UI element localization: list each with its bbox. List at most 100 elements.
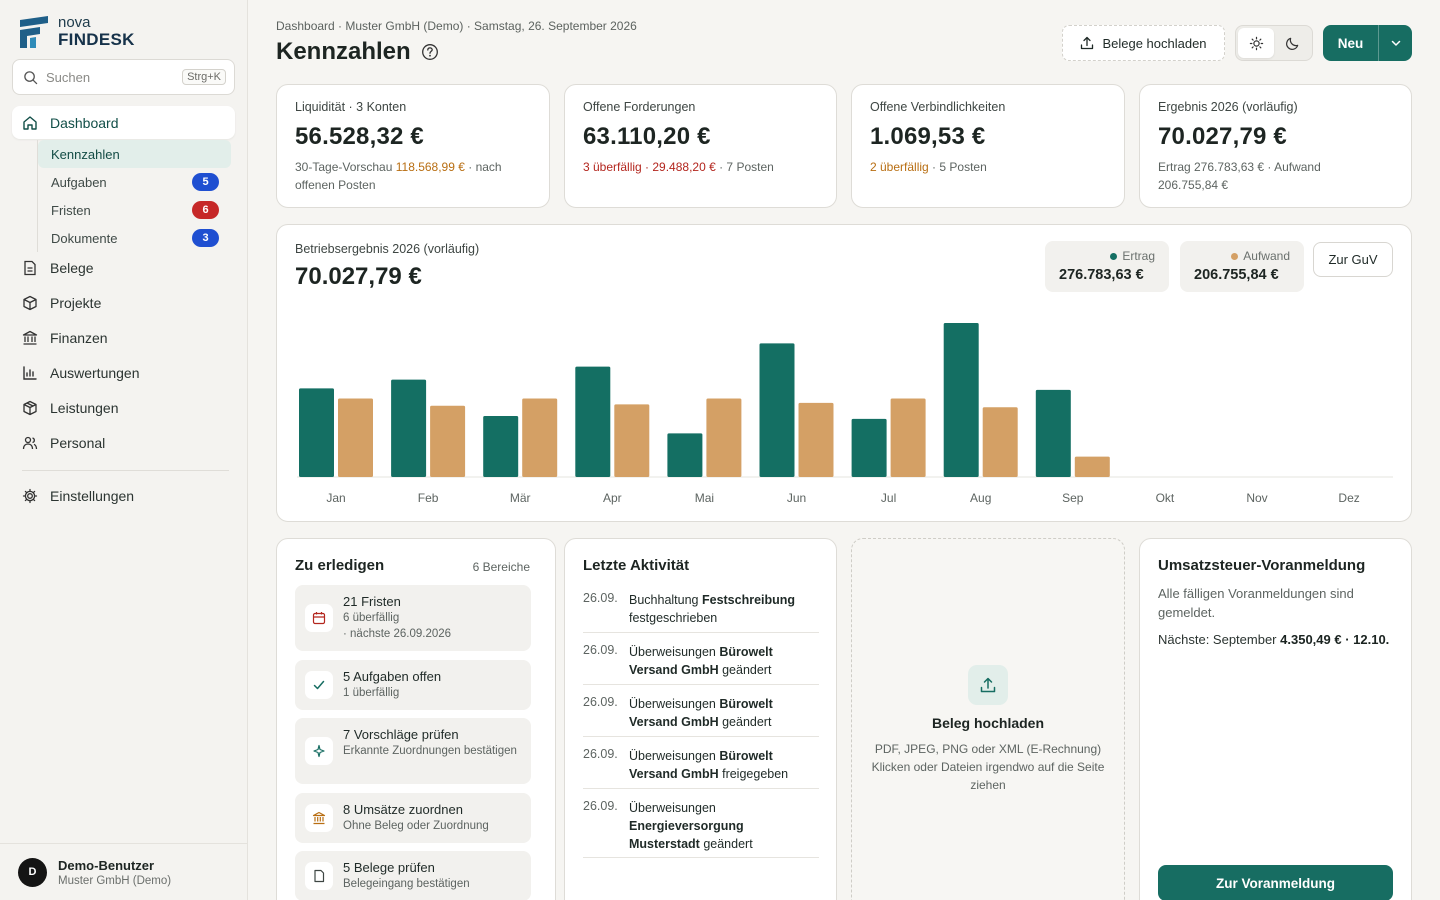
bar-expense-sep[interactable] <box>1074 456 1110 477</box>
legend-dot <box>1231 252 1239 260</box>
sparkles-icon <box>313 744 325 758</box>
todo-icon-wrap <box>305 862 333 890</box>
bar-income-jun[interactable] <box>759 343 795 477</box>
search-shortcut-hint: Strg+K <box>182 69 226 85</box>
bar-income-jan[interactable] <box>299 388 334 477</box>
todo-item-title: 8 Umsätze zuordnen <box>343 802 463 817</box>
legend-expense-label: Aufwand <box>1231 249 1290 263</box>
activity-row[interactable]: 26.09. Überweisungen Energieversorgung M… <box>583 799 819 858</box>
bar-expense-jan[interactable] <box>338 398 373 477</box>
activity-row[interactable]: 26.09. Buchhaltung Festschreibung festge… <box>583 591 819 633</box>
legend-expense: Aufwand 206.755,84 € <box>1180 241 1304 292</box>
activity-row[interactable]: 26.09. Überweisungen Bürowelt Versand Gm… <box>583 695 819 737</box>
subnav-item-label: Fristen <box>51 202 91 218</box>
bar-expense-jun[interactable] <box>798 402 834 477</box>
activity-area: Überweisungen <box>629 645 720 659</box>
brand-logo[interactable]: nova FINDESK <box>18 14 135 48</box>
bar-income-feb[interactable] <box>391 379 427 477</box>
dashboard-subnav: Kennzahlen Aufgaben 5 Fristen 6 Dokument… <box>37 140 231 252</box>
guv-button[interactable]: Zur GuV <box>1313 242 1393 277</box>
sidebar-item-dashboard[interactable]: Dashboard <box>12 106 235 139</box>
kpi-sub-text: · 5 Posten <box>928 160 987 174</box>
kpi-card-verbindlichkeiten[interactable]: Offene Verbindlichkeiten 1.069,53 € 2 üb… <box>851 84 1125 208</box>
sidebar-item-auswertungen[interactable]: Auswertungen <box>12 357 235 389</box>
kpi-label: Liquidität · 3 Konten <box>295 100 407 114</box>
todo-icon-wrap <box>305 671 333 699</box>
bar-expense-jul[interactable] <box>890 398 926 477</box>
todo-item-fristen[interactable]: 21 Fristen 6 überfällig · nächste 26.09.… <box>295 585 531 651</box>
new-button[interactable]: Neu <box>1337 35 1364 51</box>
sidebar-item-personal[interactable]: Personal <box>12 427 235 459</box>
search-box[interactable]: Strg+K <box>12 59 235 95</box>
bar-income-jul[interactable] <box>851 418 887 477</box>
legend-income-label: Ertrag <box>1110 249 1155 263</box>
bar-income-sep[interactable] <box>1035 389 1071 477</box>
subnav-item-dokumente[interactable]: Dokumente 3 <box>38 224 231 252</box>
activity-row[interactable]: 26.09. Überweisungen Bürowelt Versand Gm… <box>583 643 819 685</box>
bar-expense-aug[interactable] <box>982 407 1018 477</box>
logo-line-1: nova <box>58 13 91 31</box>
kpi-label: Offene Verbindlichkeiten <box>870 100 1006 114</box>
bar-income-mai[interactable] <box>667 433 703 477</box>
activity-date: 26.09. <box>583 643 618 657</box>
bar-income-mär[interactable] <box>483 415 519 477</box>
light-mode-button[interactable] <box>1238 28 1274 58</box>
dark-mode-button[interactable] <box>1274 28 1310 58</box>
user-company: Muster GmbH (Demo) <box>58 874 172 887</box>
bar-income-apr[interactable] <box>575 366 611 477</box>
todo-item-sub: 1 überfällig <box>343 687 400 699</box>
subnav-item-kennzahlen[interactable]: Kennzahlen <box>38 140 231 168</box>
moon-icon <box>1285 37 1298 50</box>
sidebar-item-projekte[interactable]: Projekte <box>12 287 235 319</box>
user-menu[interactable]: D Demo-Benutzer Muster GmbH (Demo) <box>0 843 248 900</box>
todo-item-title: 21 Fristen <box>343 594 401 609</box>
vat-return-button[interactable]: Zur Voranmeldung <box>1158 865 1393 900</box>
sidebar-item-leistungen[interactable]: Leistungen <box>12 392 235 424</box>
count-badge: 5 <box>192 173 219 191</box>
vat-status-text: Alle fälligen Voranmeldungen sind gemeld… <box>1158 586 1354 620</box>
avatar: D <box>18 857 47 887</box>
kpi-card-ergebnis[interactable]: Ergebnis 2026 (vorläufig) 70.027,79 € Er… <box>1139 84 1412 208</box>
todo-item-sub: Ohne Beleg oder Zuordnung <box>343 820 489 832</box>
todo-item-belege[interactable]: 5 Belege prüfen Belegeingang bestätigen <box>295 851 531 900</box>
bar-expense-feb[interactable] <box>430 405 466 477</box>
subnav-item-fristen[interactable]: Fristen 6 <box>38 196 231 224</box>
todo-item-vorschlaege[interactable]: 7 Vorschläge prüfen Erkannte Zuordnungen… <box>295 718 531 784</box>
todo-item-umsaetze[interactable]: 8 Umsätze zuordnen Ohne Beleg oder Zuord… <box>295 793 531 843</box>
bar-expense-mär[interactable] <box>522 398 558 477</box>
bar-expense-mai[interactable] <box>706 398 742 477</box>
vat-next: Nächste: September 4.350,49 € · 12.10. <box>1158 632 1389 647</box>
upload-dropzone[interactable]: Beleg hochladen PDF, JPEG, PNG oder XML … <box>851 538 1125 900</box>
todo-item-aufgaben[interactable]: 5 Aufgaben offen 1 überfällig <box>295 660 531 710</box>
sidebar-item-belege[interactable]: Belege <box>12 252 235 284</box>
todo-item-sub: · nächste 26.09.2026 <box>343 628 452 641</box>
kpi-sub-text: · nach offenen Posten <box>295 160 502 192</box>
vat-return-card: Umsatzsteuer-Voranmeldung Alle fälligen … <box>1139 538 1412 900</box>
bar-income-aug[interactable] <box>943 323 979 477</box>
kpi-value: 70.027,79 € <box>1158 123 1287 150</box>
subnav-item-aufgaben[interactable]: Aufgaben 5 <box>38 168 231 196</box>
kpi-card-liquiditaet[interactable]: Liquidität · 3 Konten 56.528,32 € 30-Tag… <box>276 84 550 208</box>
upload-receipts-label: Belege hochladen <box>1102 35 1207 51</box>
legend-income: Ertrag 276.783,63 € <box>1045 241 1169 292</box>
upload-receipts-button[interactable]: Belege hochladen <box>1062 25 1225 61</box>
sidebar-item-einstellungen[interactable]: Einstellungen <box>12 480 235 512</box>
subnav-item-label: Aufgaben <box>51 174 107 190</box>
activity-row[interactable]: 26.09. Überweisungen Bürowelt Versand Gm… <box>583 747 819 789</box>
help-icon[interactable] <box>421 43 439 61</box>
kpi-label: Offene Forderungen <box>583 100 696 114</box>
kpi-card-forderungen[interactable]: Offene Forderungen 63.110,20 € 3 überfäl… <box>564 84 837 208</box>
sidebar-item-label: Personal <box>50 435 106 451</box>
sidebar-item-label: Einstellungen <box>50 488 135 504</box>
bar-expense-apr[interactable] <box>614 404 650 477</box>
new-dropdown-button[interactable] <box>1378 25 1412 61</box>
chevron-down-icon <box>1391 40 1400 46</box>
sidebar-item-label: Projekte <box>50 295 102 311</box>
sidebar-item-finanzen[interactable]: Finanzen <box>12 322 235 354</box>
activity-action: festgeschrieben <box>629 611 718 626</box>
sidebar-divider <box>22 470 229 471</box>
kpi-label: Ergebnis 2026 (vorläufig) <box>1158 100 1298 114</box>
legend-income-name: Ertrag <box>1122 249 1155 263</box>
search-input[interactable] <box>46 69 183 85</box>
todo-item-sub: Belegeingang bestätigen <box>343 878 470 890</box>
